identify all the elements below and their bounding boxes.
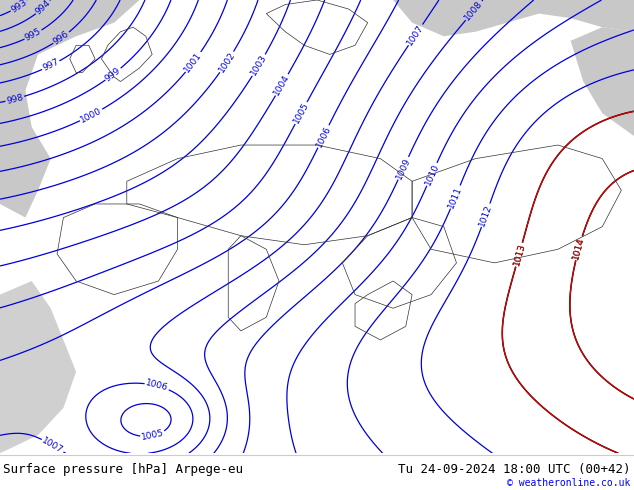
Text: 1009: 1009	[394, 156, 412, 181]
Text: Tu 24-09-2024 18:00 UTC (00+42): Tu 24-09-2024 18:00 UTC (00+42)	[398, 463, 631, 476]
Text: 1001: 1001	[183, 50, 204, 74]
Text: 1006: 1006	[314, 124, 332, 149]
Text: 996: 996	[52, 29, 71, 47]
Text: 1005: 1005	[141, 429, 165, 442]
Text: 999: 999	[103, 66, 123, 83]
Polygon shape	[0, 0, 139, 218]
Text: 1002: 1002	[217, 50, 237, 74]
Text: 1014: 1014	[571, 236, 586, 261]
Text: 1013: 1013	[512, 243, 527, 267]
Text: 994: 994	[34, 0, 53, 17]
Text: 1011: 1011	[447, 185, 464, 209]
Text: 1000: 1000	[79, 106, 103, 124]
Text: Surface pressure [hPa] Arpege-eu: Surface pressure [hPa] Arpege-eu	[3, 463, 243, 476]
Polygon shape	[393, 0, 634, 36]
Text: 997: 997	[41, 57, 61, 73]
Text: 993: 993	[10, 0, 29, 15]
Text: 1013: 1013	[512, 243, 527, 267]
Polygon shape	[0, 281, 76, 453]
Text: 1010: 1010	[423, 162, 441, 187]
Text: 995: 995	[23, 27, 43, 43]
Text: 1006: 1006	[145, 379, 169, 393]
Text: 1007: 1007	[41, 436, 65, 455]
Text: 1012: 1012	[477, 203, 494, 227]
Text: © weatheronline.co.uk: © weatheronline.co.uk	[507, 478, 631, 488]
Text: 1003: 1003	[249, 53, 269, 77]
Text: 1004: 1004	[272, 73, 292, 97]
Text: 1005: 1005	[292, 101, 311, 125]
Text: 1014: 1014	[571, 236, 586, 261]
Polygon shape	[571, 27, 634, 136]
Text: 1008: 1008	[463, 0, 484, 22]
Text: 1007: 1007	[405, 23, 425, 47]
Text: 998: 998	[5, 93, 24, 105]
